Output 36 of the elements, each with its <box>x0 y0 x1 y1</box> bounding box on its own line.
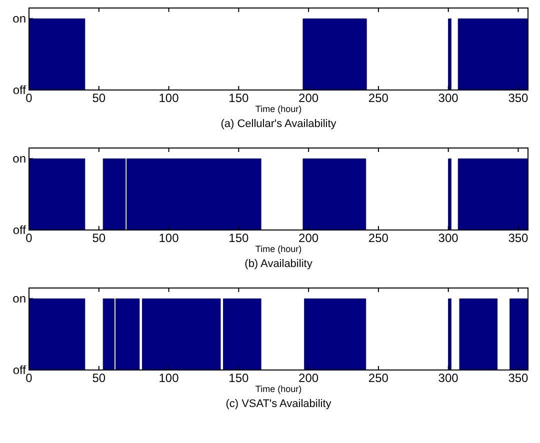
x-tick-label: 300 <box>438 231 459 245</box>
x-tick-label: 50 <box>92 231 106 245</box>
x-tick-label: 200 <box>298 371 319 385</box>
text: off <box>12 223 27 237</box>
x-tick-label: 300 <box>438 371 459 385</box>
x-tick-label: 150 <box>228 231 249 245</box>
x-tick-label: 250 <box>368 231 389 245</box>
x-tick-label: 0 <box>26 91 33 105</box>
x-tick-label: 200 <box>298 231 319 245</box>
text: on <box>12 12 26 26</box>
x-tick-label: 0 <box>26 231 33 245</box>
x-axis-title: Time (hour) <box>255 244 302 254</box>
text: off <box>12 83 27 97</box>
x-tick-label: 0 <box>26 371 33 385</box>
x-tick-label: 350 <box>508 91 529 105</box>
x-tick-label: 150 <box>228 371 249 385</box>
text: on <box>12 152 26 166</box>
x-tick-label: 250 <box>368 91 389 105</box>
x-axis-title: Time (hour) <box>255 104 302 114</box>
text: (c) VSAT's Availability <box>226 398 332 410</box>
x-tick-label: 250 <box>368 371 389 385</box>
x-tick-label: 100 <box>158 91 180 105</box>
x-tick-label: 350 <box>508 371 529 385</box>
text: (b) Availability <box>244 258 313 270</box>
x-tick-label: 350 <box>508 231 529 245</box>
text: off <box>12 363 27 377</box>
x-tick-label: 50 <box>92 371 106 385</box>
x-tick-label: 100 <box>158 371 180 385</box>
x-tick-label: 200 <box>298 91 319 105</box>
text: (a) Cellular's Availability <box>220 118 337 130</box>
text: on <box>12 292 26 306</box>
x-tick-label: 50 <box>92 91 106 105</box>
x-tick-label: 100 <box>158 231 180 245</box>
x-tick-label: 150 <box>228 91 249 105</box>
x-tick-label: 300 <box>438 91 459 105</box>
x-axis-title: Time (hour) <box>255 384 302 394</box>
